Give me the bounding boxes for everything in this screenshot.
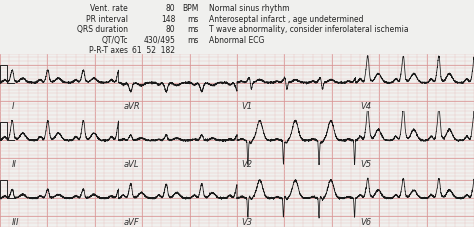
Text: Abnormal ECG: Abnormal ECG (209, 35, 264, 44)
Text: V1: V1 (242, 102, 253, 111)
Text: Normal sinus rhythm: Normal sinus rhythm (209, 4, 289, 13)
Text: aVF: aVF (123, 217, 139, 226)
Text: V2: V2 (242, 159, 253, 168)
Text: 148: 148 (161, 15, 175, 24)
Text: Anteroseptal infarct , age undetermined: Anteroseptal infarct , age undetermined (209, 15, 363, 24)
Text: PR interval: PR interval (86, 15, 128, 24)
Text: III: III (12, 217, 19, 226)
Text: V3: V3 (242, 217, 253, 226)
Text: II: II (12, 159, 17, 168)
Text: ms: ms (188, 25, 199, 34)
Text: aVR: aVR (123, 102, 140, 111)
Text: P-R-T axes: P-R-T axes (89, 46, 128, 55)
Text: V4: V4 (360, 102, 371, 111)
Text: I: I (12, 102, 14, 111)
Text: BPM: BPM (182, 4, 199, 13)
Text: Vent. rate: Vent. rate (90, 4, 128, 13)
Text: 80: 80 (166, 25, 175, 34)
Text: 61  52  182: 61 52 182 (132, 46, 175, 55)
Text: ms: ms (188, 15, 199, 24)
Text: aVL: aVL (123, 159, 139, 168)
Text: V6: V6 (360, 217, 371, 226)
Text: QRS duration: QRS duration (77, 25, 128, 34)
Text: V5: V5 (360, 159, 371, 168)
Text: 80: 80 (166, 4, 175, 13)
Text: T wave abnormality, consider inferolateral ischemia: T wave abnormality, consider inferolater… (209, 25, 408, 34)
Text: 430/495: 430/495 (144, 35, 175, 44)
Text: ms: ms (188, 35, 199, 44)
Text: QT/QTc: QT/QTc (101, 35, 128, 44)
